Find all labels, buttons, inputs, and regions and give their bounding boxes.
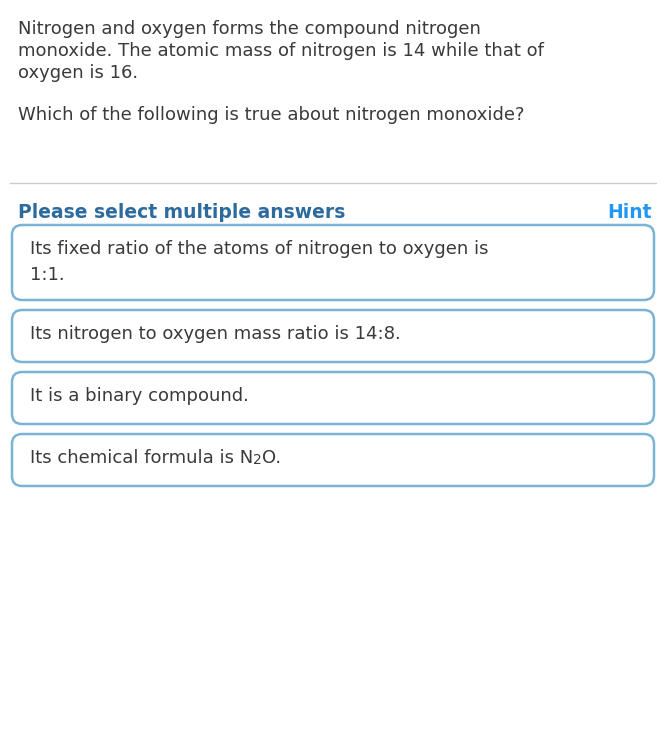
Text: 2: 2 [253, 453, 262, 467]
FancyBboxPatch shape [12, 225, 654, 300]
Text: O.: O. [262, 449, 281, 467]
Text: 2: 2 [253, 453, 262, 467]
Text: Its chemical formula is N: Its chemical formula is N [30, 449, 253, 467]
Text: oxygen is 16.: oxygen is 16. [18, 64, 138, 82]
Text: Its fixed ratio of the atoms of nitrogen to oxygen is
1:1.: Its fixed ratio of the atoms of nitrogen… [30, 240, 488, 285]
FancyBboxPatch shape [12, 372, 654, 424]
Text: Hint: Hint [607, 203, 652, 222]
Text: It is a binary compound.: It is a binary compound. [30, 387, 249, 405]
Text: Please select multiple answers: Please select multiple answers [18, 203, 346, 222]
FancyBboxPatch shape [12, 434, 654, 486]
Text: monoxide. The atomic mass of nitrogen is 14 while that of: monoxide. The atomic mass of nitrogen is… [18, 42, 544, 60]
FancyBboxPatch shape [12, 310, 654, 362]
Text: Nitrogen and oxygen forms the compound nitrogen: Nitrogen and oxygen forms the compound n… [18, 20, 481, 38]
Text: Which of the following is true about nitrogen monoxide?: Which of the following is true about nit… [18, 106, 525, 124]
Text: Its nitrogen to oxygen mass ratio is 14:8.: Its nitrogen to oxygen mass ratio is 14:… [30, 325, 401, 343]
